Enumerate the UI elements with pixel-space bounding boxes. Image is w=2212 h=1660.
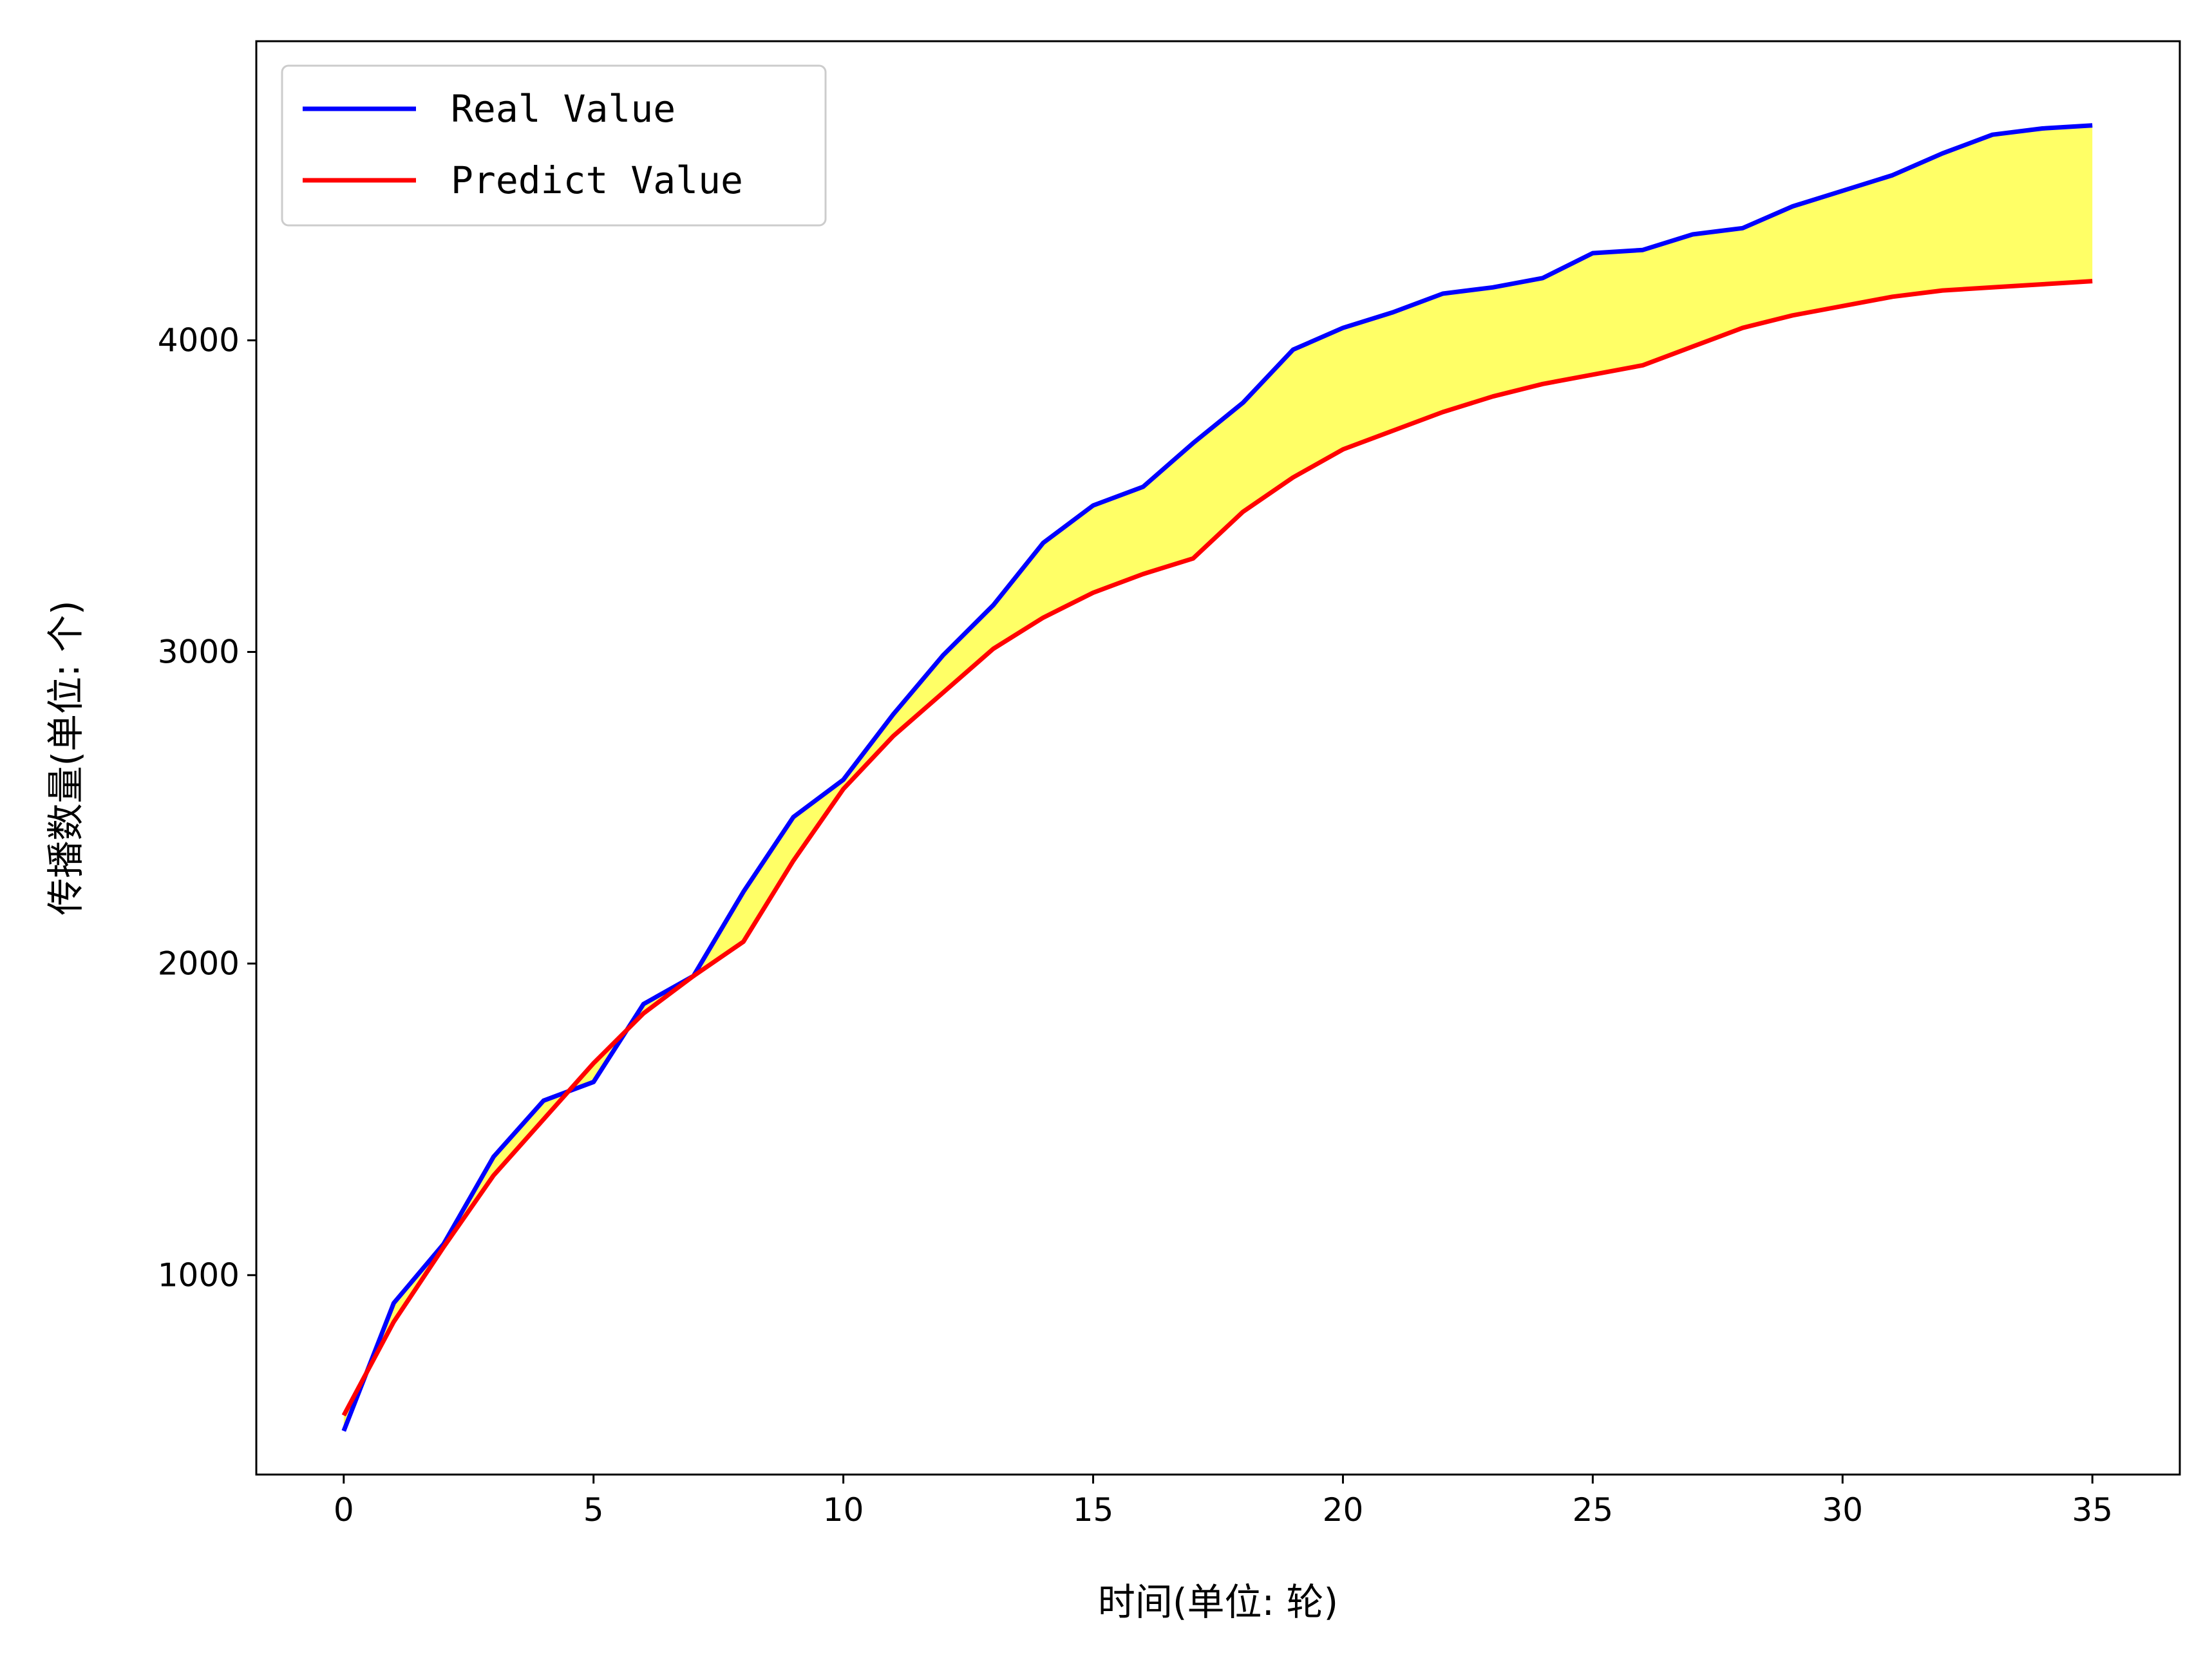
axes-frame: [255, 40, 2181, 1476]
x-tick-label: 5: [583, 1491, 604, 1529]
y-tick-label: 3000: [158, 633, 240, 670]
x-tick-label: 15: [1073, 1491, 1114, 1529]
y-axis-title: 传播数量(单位: 个): [44, 600, 88, 915]
y-tick-label: 1000: [158, 1256, 240, 1294]
series-line-real-value: [341, 123, 2093, 1432]
x-tick-label: 0: [334, 1491, 354, 1529]
plot-area: [341, 123, 2093, 1432]
legend-label: Predict Value: [451, 158, 743, 202]
fill-between-area: [343, 125, 2093, 1431]
x-axis-title: 时间(单位: 轮): [1098, 1580, 1338, 1624]
x-tick-label: 20: [1323, 1491, 1364, 1529]
x-tick-label: 25: [1573, 1491, 1614, 1529]
y-tick-label: 2000: [158, 945, 240, 982]
legend-label: Real Value: [451, 87, 676, 131]
x-tick-label: 30: [1822, 1491, 1863, 1529]
x-tick-label: 10: [823, 1491, 864, 1529]
y-axis: 1000 2000 3000 4000: [158, 322, 256, 1294]
series-line-predict-value: [341, 279, 2093, 1417]
x-tick-label: 35: [2072, 1491, 2113, 1529]
legend-box: [281, 64, 827, 227]
y-tick-label: 4000: [158, 322, 240, 359]
legend: Real Value Predict Value: [281, 64, 827, 227]
x-axis: 0 5 10 15 20 25 30 35: [334, 1475, 2113, 1529]
